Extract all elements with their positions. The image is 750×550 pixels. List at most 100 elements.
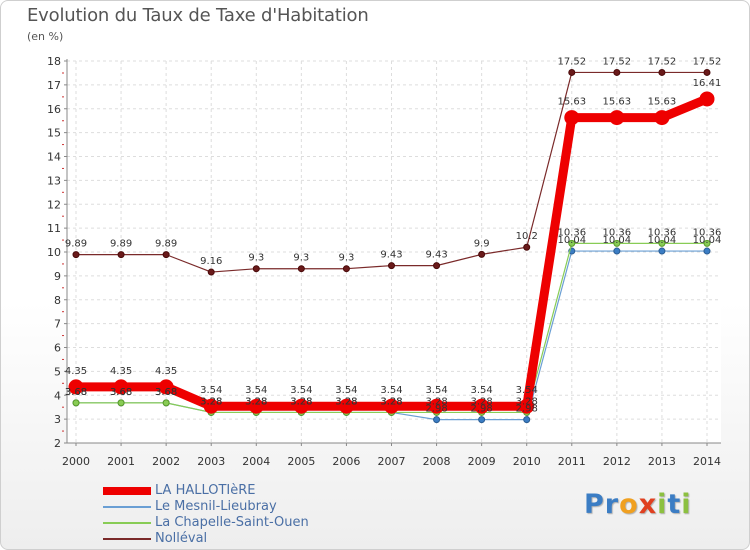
data-label: 3.68 — [65, 387, 87, 398]
y-tick-label: 2 — [54, 437, 61, 450]
logo-letter: r — [604, 489, 620, 520]
logo-letter: P — [584, 489, 605, 520]
x-tick-label: 2006 — [332, 455, 360, 468]
data-label: 10.36 — [648, 227, 677, 238]
data-label: 3.28 — [335, 396, 357, 407]
data-label: 9.43 — [380, 250, 402, 261]
legend-item-la-hallotiere[interactable]: LA HALLOTIèRE — [103, 483, 403, 499]
legend-swatch-nolleval — [103, 538, 151, 540]
legend-label: LA HALLOTIèRE — [155, 483, 256, 498]
x-tick-label: 2008 — [423, 455, 451, 468]
data-point — [162, 399, 170, 407]
data-label: 3.28 — [471, 396, 493, 407]
data-label: 3.28 — [290, 396, 312, 407]
data-point — [613, 68, 621, 76]
data-point — [654, 110, 670, 126]
data-point — [207, 268, 215, 276]
data-label: 3.54 — [200, 385, 222, 396]
data-label: 3.28 — [200, 396, 222, 407]
data-label: 9.3 — [338, 253, 354, 264]
data-point — [113, 379, 129, 395]
x-tick-label: 2013 — [648, 455, 676, 468]
data-point — [613, 239, 621, 247]
y-tick-label: 9 — [54, 270, 61, 283]
x-tick-label: 2002 — [152, 455, 180, 468]
y-tick-label: 16 — [47, 103, 61, 116]
data-label: 3.54 — [290, 385, 312, 396]
data-label: 10.04 — [557, 235, 586, 246]
data-label: 9.89 — [110, 239, 132, 250]
data-label: 10.04 — [603, 235, 632, 246]
unit-label: (en %) — [27, 30, 64, 43]
x-tick-label: 2000 — [62, 455, 90, 468]
data-label: 3.28 — [245, 396, 267, 407]
data-label: 2.98 — [425, 404, 447, 415]
data-label: 9.89 — [65, 239, 87, 250]
y-tick-label: 6 — [54, 342, 61, 355]
data-label: 4.35 — [65, 366, 87, 377]
legend-label: La Chapelle-Saint-Ouen — [155, 515, 309, 530]
legend-swatch-la-hallotiere — [103, 487, 151, 495]
logo-letter: x — [638, 489, 658, 520]
y-tick-label: 10 — [47, 246, 61, 259]
x-tick-label: 2005 — [287, 455, 315, 468]
data-label: 9.89 — [155, 239, 177, 250]
data-point — [658, 68, 666, 76]
x-tick-label: 2012 — [603, 455, 631, 468]
data-point — [293, 398, 309, 414]
data-point — [162, 251, 170, 259]
data-label: 3.54 — [335, 385, 357, 396]
y-tick-label: 13 — [47, 174, 61, 187]
data-label: 10.04 — [693, 235, 722, 246]
data-label: 3.68 — [110, 387, 132, 398]
data-label: 15.63 — [603, 97, 632, 108]
data-label: 17.52 — [648, 56, 677, 67]
data-point — [252, 265, 260, 273]
legend-item-la-chapelle-saint-ouen[interactable]: La Chapelle-Saint-Ouen — [103, 515, 403, 531]
data-point — [703, 239, 711, 247]
data-point — [519, 398, 535, 414]
data-label: 3.68 — [155, 387, 177, 398]
data-label: 3.28 — [290, 396, 312, 407]
data-point — [72, 399, 80, 407]
legend-item-le-mesnil-lieubray[interactable]: Le Mesnil-Lieubray — [103, 499, 403, 515]
legend-swatch-la-chapelle-saint-ouen — [103, 522, 151, 524]
data-label: 15.63 — [648, 97, 677, 108]
y-tick-label: 4 — [54, 389, 61, 402]
y-tick-label: 8 — [54, 294, 61, 307]
x-tick-label: 2003 — [197, 455, 225, 468]
data-point — [658, 247, 666, 255]
data-label: 9.3 — [248, 253, 264, 264]
x-tick-label: 2009 — [468, 455, 496, 468]
data-point — [117, 399, 125, 407]
legend-item-nolleval[interactable]: Nolléval — [103, 531, 403, 547]
y-tick-label: 3 — [54, 413, 61, 426]
data-label: 3.28 — [380, 396, 402, 407]
data-label: 15.63 — [557, 97, 586, 108]
data-label: 3.28 — [200, 396, 222, 407]
data-label: 3.54 — [425, 385, 447, 396]
y-tick-label: 18 — [47, 55, 61, 68]
data-point — [613, 247, 621, 255]
data-point — [297, 265, 305, 273]
data-label: 17.52 — [693, 56, 722, 67]
data-label: 4.35 — [155, 366, 177, 377]
x-tick-label: 2001 — [107, 455, 135, 468]
data-point — [68, 379, 84, 395]
x-tick-label: 2007 — [378, 455, 406, 468]
data-label: 3.28 — [425, 396, 447, 407]
data-label: 3.68 — [65, 387, 87, 398]
data-label: 3.54 — [516, 385, 538, 396]
x-tick-label: 2010 — [513, 455, 541, 468]
data-point — [703, 68, 711, 76]
chart-title: Evolution du Taux de Taxe d'Habitation — [27, 5, 369, 26]
data-label: 3.28 — [516, 396, 538, 407]
data-point — [474, 398, 490, 414]
data-label: 10.36 — [693, 227, 722, 238]
x-tick-label: 2011 — [558, 455, 586, 468]
data-label: 3.28 — [380, 396, 402, 407]
data-point — [203, 398, 219, 414]
legend-label: Le Mesnil-Lieubray — [155, 499, 277, 514]
legend: LA HALLOTIèRE Le Mesnil-Lieubray La Chap… — [103, 483, 403, 547]
